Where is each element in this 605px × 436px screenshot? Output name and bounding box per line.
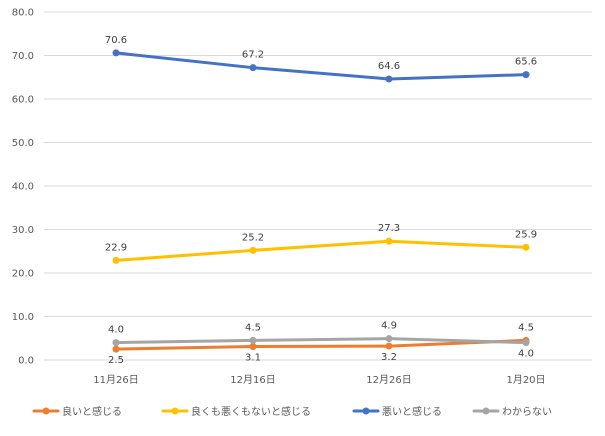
- series-line: [114, 337, 528, 345]
- y-tick-label: 30.0: [12, 225, 34, 236]
- data-point: [385, 335, 393, 343]
- x-tick-label: 12月16日: [230, 374, 275, 386]
- legend-marker: [42, 407, 50, 415]
- y-tick-label: 80.0: [12, 8, 34, 19]
- data-label: 27.3: [378, 223, 400, 234]
- data-label: 65.6: [515, 57, 537, 68]
- series-line: [114, 51, 528, 81]
- legend-label: 良いと感じる: [62, 405, 122, 418]
- y-tick-label: 70.0: [12, 51, 34, 62]
- data-point: [385, 237, 393, 245]
- data-label: 4.5: [245, 322, 261, 333]
- legend-marker: [171, 407, 179, 415]
- y-tick-label: 50.0: [12, 138, 34, 149]
- gridlines: [44, 11, 592, 361]
- data-point: [385, 75, 393, 83]
- data-point: [522, 71, 530, 79]
- legend-label: 良くも悪くもないと感じる: [191, 405, 311, 418]
- data-point: [249, 343, 257, 351]
- data-label: 2.5: [108, 355, 124, 366]
- y-axis-ticks: 0.0 10.0 20.0 30.0 40.0 50.0 60.0 70.0 80.0: [12, 8, 34, 367]
- data-point: [522, 339, 530, 347]
- data-labels: 2.5 3.1 3.2 4.5 22.9 25.2 27.3 25.9 70.6 67.2 64.6…: [105, 35, 537, 366]
- data-label: 25.9: [515, 229, 537, 240]
- x-tick-label: 1月20日: [506, 374, 545, 386]
- data-label: 25.2: [242, 232, 264, 243]
- legend-label: 悪いと感じる: [382, 405, 442, 418]
- data-point: [249, 64, 257, 72]
- data-point: [112, 49, 120, 57]
- data-point: [112, 345, 120, 353]
- legend-label: わからない: [502, 406, 552, 418]
- x-axis-ticks: 11月26日 12月16日 12月26日 1月20日: [93, 374, 545, 386]
- data-point: [112, 256, 120, 264]
- y-tick-label: 60.0: [12, 95, 34, 106]
- y-tick-label: 0.0: [18, 356, 34, 367]
- y-tick-label: 10.0: [12, 312, 34, 323]
- data-label: 4.0: [518, 349, 534, 360]
- x-tick-label: 12月26日: [366, 374, 411, 386]
- series-line: [114, 239, 528, 262]
- data-point: [112, 339, 120, 347]
- legend-marker: [482, 407, 490, 415]
- legend: 良いと感じる 良くも悪くもないと感じる 悪いと感じる わからない: [32, 405, 552, 418]
- data-point: [249, 336, 257, 344]
- data-label: 4.5: [518, 322, 534, 333]
- y-tick-label: 40.0: [12, 182, 34, 193]
- data-label: 64.6: [378, 61, 400, 72]
- data-label: 70.6: [105, 35, 127, 46]
- data-label: 3.2: [381, 352, 397, 363]
- series-lines: [112, 49, 530, 353]
- data-label: 22.9: [105, 242, 127, 253]
- data-label: 4.0: [108, 325, 124, 336]
- legend-marker: [362, 407, 370, 415]
- data-label: 3.1: [245, 353, 261, 364]
- series-line: [114, 338, 528, 351]
- data-point: [385, 342, 393, 350]
- y-tick-label: 20.0: [12, 269, 34, 280]
- x-tick-label: 11月26日: [93, 374, 138, 386]
- data-point: [249, 246, 257, 254]
- data-point: [522, 243, 530, 251]
- data-label: 4.9: [381, 321, 397, 332]
- data-label: 67.2: [242, 50, 264, 61]
